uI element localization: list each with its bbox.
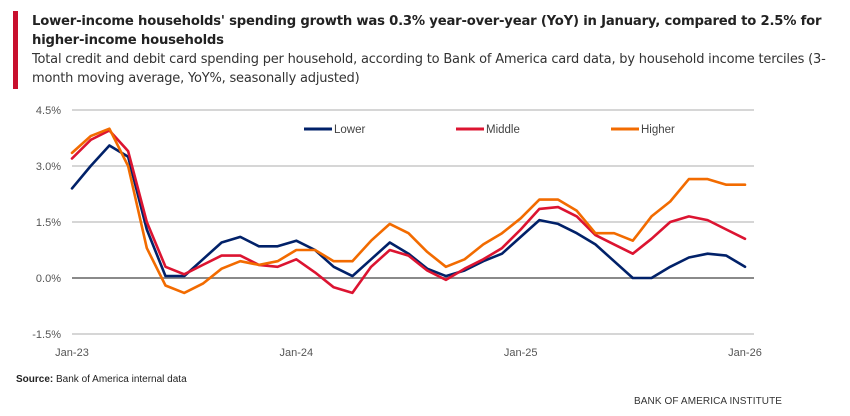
source-note: Source: Bank of America internal data [16,374,187,385]
gridlines [72,109,754,335]
y-tick-label: -1.5% [32,329,61,341]
line-chart: 4.5% 3.0% 1.5% 0.0% -1.5% Jan-23 Jan-24 Jan-25… [32,105,762,359]
legend-item-middle: Middle [456,124,520,136]
y-tick-label: 0.0% [36,273,61,285]
series-line-middle [70,129,747,295]
legend: Lower Middle Higher [304,124,675,136]
chart-subtitle: Total credit and debit card spending per… [32,52,826,86]
chart-title: Lower-income households' spending growth… [32,14,822,48]
y-tick-label: 4.5% [36,105,61,117]
series-line-lower [70,144,747,280]
x-tick-label: Jan-24 [280,347,314,359]
source-text: Bank of America internal data [53,374,187,385]
series-lines [70,127,747,295]
y-tick-label: 3.0% [36,161,61,173]
chart-header: Lower-income households' spending growth… [32,12,832,88]
x-tick-label: Jan-23 [55,347,89,359]
legend-label: Higher [641,124,675,136]
title-accent-bar [13,11,18,89]
x-tick-label: Jan-26 [728,347,762,359]
brand-label: BANK OF AMERICA INSTITUTE [634,396,783,407]
legend-label: Lower [334,124,365,136]
x-axis-ticks: Jan-23 Jan-24 Jan-25 Jan-26 [55,347,762,359]
y-axis-ticks: 4.5% 3.0% 1.5% 0.0% -1.5% [32,105,61,341]
legend-item-lower: Lower [304,124,365,136]
x-tick-label: Jan-25 [504,347,538,359]
source-label: Source: [16,374,54,385]
series-line-higher [70,127,747,295]
legend-label: Middle [486,124,520,136]
y-tick-label: 1.5% [36,217,61,229]
legend-item-higher: Higher [611,124,675,136]
